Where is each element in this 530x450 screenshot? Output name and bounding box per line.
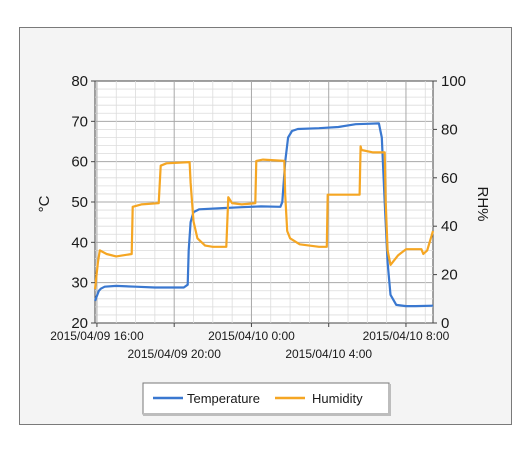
y2-tick-label: 0 (441, 315, 449, 332)
legend-label-humidity: Humidity (312, 391, 363, 406)
legend-label-temperature: Temperature (187, 391, 260, 406)
y2-axis-title: RH% (474, 186, 491, 221)
y-tick-label: 20 (71, 315, 88, 332)
x-tick-label: 2015/04/10 4:00 (285, 347, 372, 361)
x-tick-label: 2015/04/09 20:00 (127, 347, 221, 361)
y-tick-label: 30 (71, 275, 88, 292)
grid (95, 81, 433, 323)
y2-tick-label: 80 (441, 121, 458, 138)
chart: 20 30 40 50 60 70 80 0 20 40 60 80 100 2015/04/09 1… (36, 73, 491, 416)
y2-tick-label: 100 (441, 73, 466, 90)
y-axis-ticks: 20 30 40 50 60 70 80 (71, 73, 95, 332)
y2-tick-label: 20 (441, 267, 458, 284)
x-axis-ticks: 2015/04/09 16:00 2015/04/09 20:00 2015/04/… (50, 323, 450, 361)
y2-tick-label: 40 (441, 218, 458, 235)
y2-axis-ticks: 0 20 40 60 80 100 (433, 73, 466, 332)
x-tick-label: 2015/04/10 0:00 (208, 329, 295, 343)
y2-tick-label: 60 (441, 170, 458, 187)
y-tick-label: 40 (71, 234, 88, 251)
chart-frame: 20 30 40 50 60 70 80 0 20 40 60 80 100 2015/04/09 1… (19, 27, 512, 425)
y-tick-label: 60 (71, 154, 88, 171)
y-axis-title: °C (36, 195, 53, 212)
legend: Temperature Humidity (142, 382, 391, 416)
x-tick-label: 2015/04/10 8:00 (363, 329, 450, 343)
y-tick-label: 70 (71, 113, 88, 130)
y-tick-label: 80 (71, 73, 88, 90)
y-tick-label: 50 (71, 194, 88, 211)
series-layer (93, 122, 435, 308)
x-tick-label: 2015/04/09 16:00 (50, 329, 144, 343)
series-line-humidity (93, 145, 435, 290)
